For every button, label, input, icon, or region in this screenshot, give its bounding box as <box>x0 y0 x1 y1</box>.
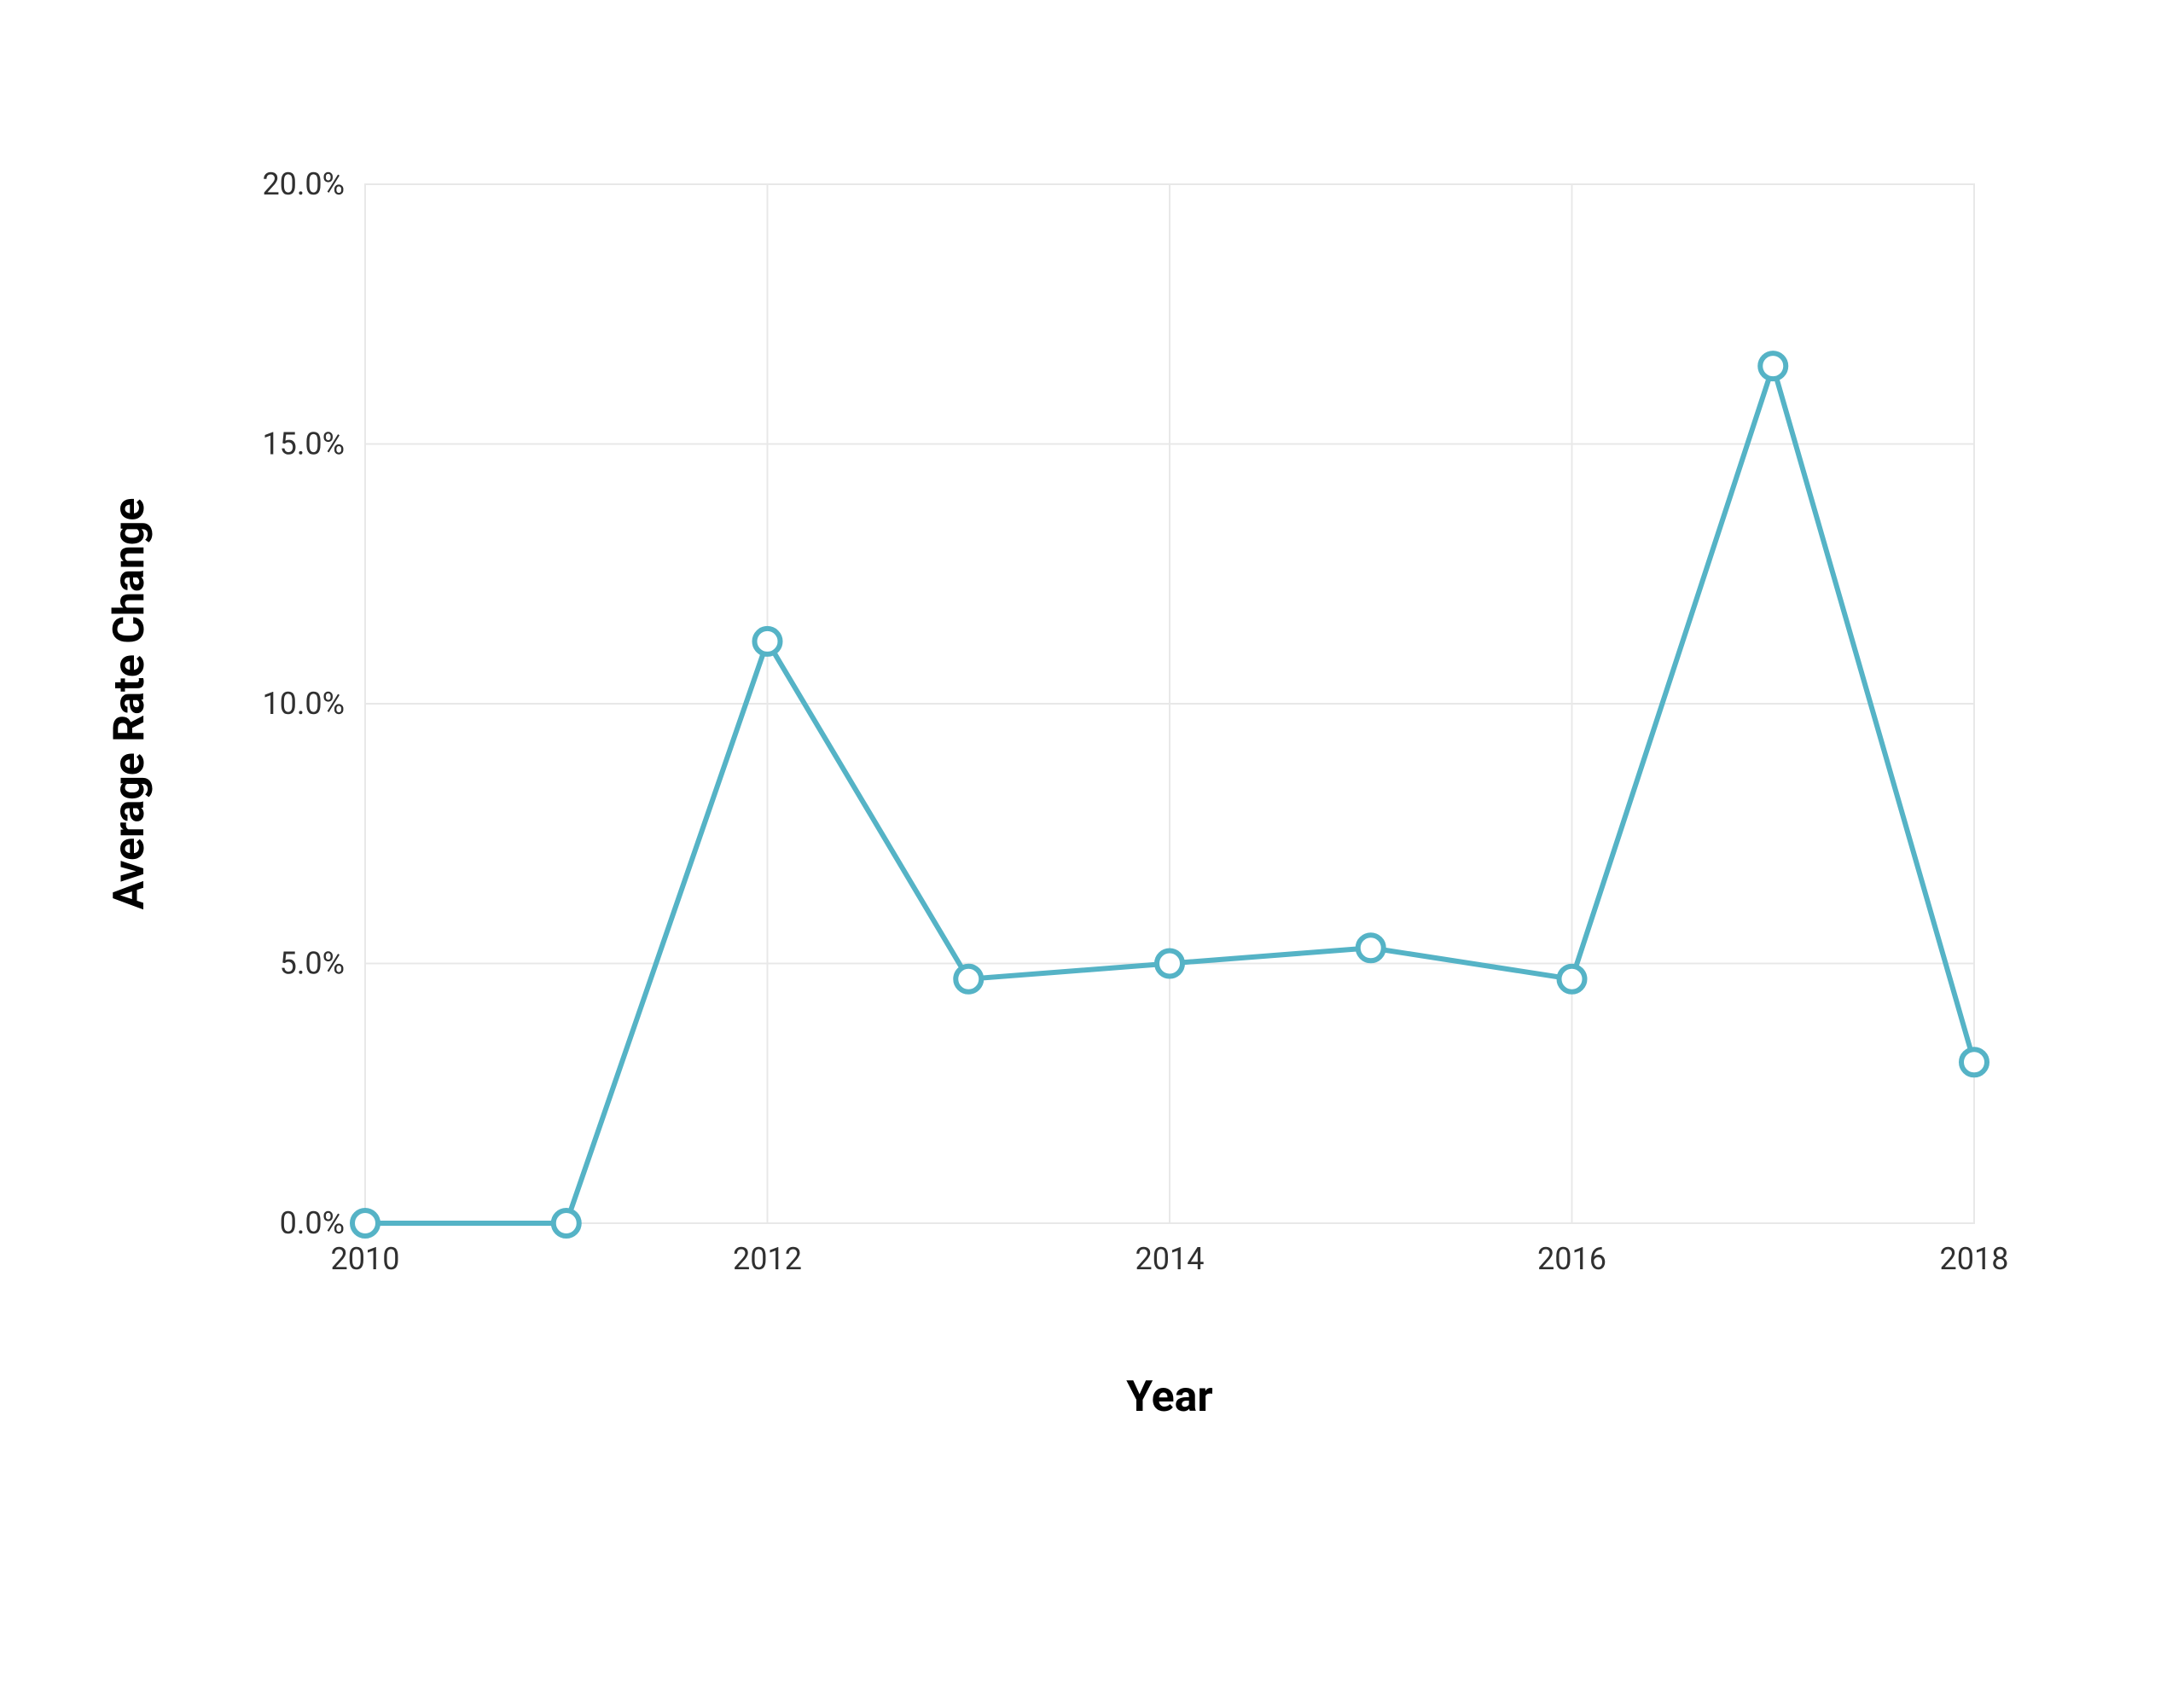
rate-change-line-chart: 0.0% 5.0% 10.0% 15.0% 20.0% 2010 2012 2014 2016 2… <box>0 0 2184 1706</box>
x-tick-label: 2014 <box>1136 1241 1205 1277</box>
x-axis-title: Year <box>1126 1372 1212 1422</box>
y-axis-title: Average Rate Change <box>105 498 154 910</box>
y-tick-label: 5.0% <box>280 946 345 982</box>
y-tick-label: 20.0% <box>262 166 345 202</box>
series-marker <box>1157 951 1182 977</box>
x-tick-label: 2016 <box>1537 1241 1606 1277</box>
series-marker <box>956 966 981 992</box>
series-marker <box>1560 966 1585 992</box>
series-marker <box>1961 1049 1987 1075</box>
y-tick-label: 10.0% <box>262 686 345 722</box>
series-marker <box>755 629 781 654</box>
y-tick-label: 0.0% <box>280 1205 345 1241</box>
x-tick-label: 2018 <box>1940 1241 2009 1277</box>
x-tick-label: 2010 <box>331 1241 400 1277</box>
series-marker <box>1358 935 1384 960</box>
y-tick-label: 15.0% <box>262 426 345 462</box>
series-marker <box>554 1210 579 1236</box>
series-marker <box>1760 353 1786 379</box>
series-marker <box>352 1210 378 1236</box>
x-tick-label: 2012 <box>733 1241 802 1277</box>
